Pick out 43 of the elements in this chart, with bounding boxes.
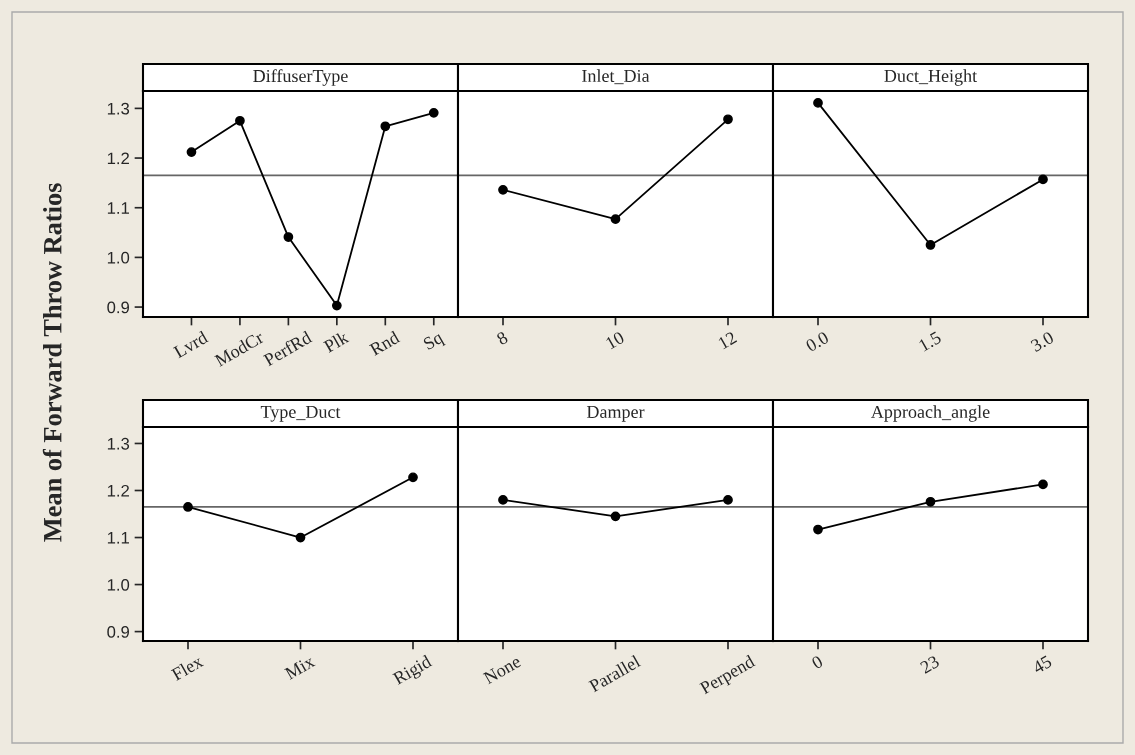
- point: [295, 532, 306, 543]
- chart-title: DiffuserType: [253, 69, 348, 86]
- x-tick-label: Rigid: [391, 654, 435, 689]
- chart-title: Type_Duct: [260, 405, 341, 422]
- y-tick-label: 0.9: [107, 301, 130, 314]
- chart-title: Damper: [586, 406, 645, 422]
- y-tick-label: 0.9: [107, 625, 130, 638]
- x-tick-label: 0: [810, 654, 824, 670]
- point: [380, 121, 391, 132]
- x-tick-label: 10: [605, 330, 625, 350]
- x-tick-label: Rnd: [368, 330, 401, 356]
- x-tick-label: 23: [919, 655, 940, 674]
- x-tick-label: 12: [717, 331, 738, 350]
- x-tick-label: 3.0: [1030, 330, 1055, 353]
- x-tick-label: Sq: [422, 330, 446, 354]
- y-tick-label: 1.1: [107, 202, 129, 214]
- y-tick-label: 1.0: [107, 251, 130, 264]
- y-axis-title: Mean of Forward Throw Ratios: [42, 183, 62, 542]
- x-tick-label: 45: [1031, 655, 1053, 675]
- x-tick-label: 0.0: [804, 330, 830, 353]
- x-tick-label: 1.5: [918, 331, 942, 352]
- point: [331, 300, 342, 311]
- chart-title: Inlet_Dia: [582, 69, 650, 85]
- point: [283, 232, 294, 242]
- x-tick-label: Flex: [170, 654, 204, 681]
- y-tick-label: 1.2: [107, 152, 129, 165]
- x-tick-label: Lvrd: [172, 330, 209, 359]
- point: [428, 107, 439, 118]
- chart-title: Duct_Height: [884, 69, 978, 86]
- point: [186, 147, 197, 157]
- x-tick-label: Mix: [284, 654, 316, 680]
- x-tick-label: 8: [495, 330, 509, 346]
- y-tick-label: 1.3: [107, 102, 130, 115]
- y-tick-label: 1.3: [107, 437, 130, 450]
- chart-title: Approach_angle: [871, 405, 990, 422]
- y-tick-label: 1.0: [107, 578, 130, 591]
- x-tick-label: None: [482, 655, 522, 685]
- y-tick-label: 1.2: [107, 484, 129, 497]
- point: [408, 472, 418, 483]
- point: [183, 502, 193, 512]
- y-tick-label: 1.1: [107, 532, 129, 544]
- point: [235, 115, 245, 126]
- x-tick-label: Plk: [322, 330, 350, 353]
